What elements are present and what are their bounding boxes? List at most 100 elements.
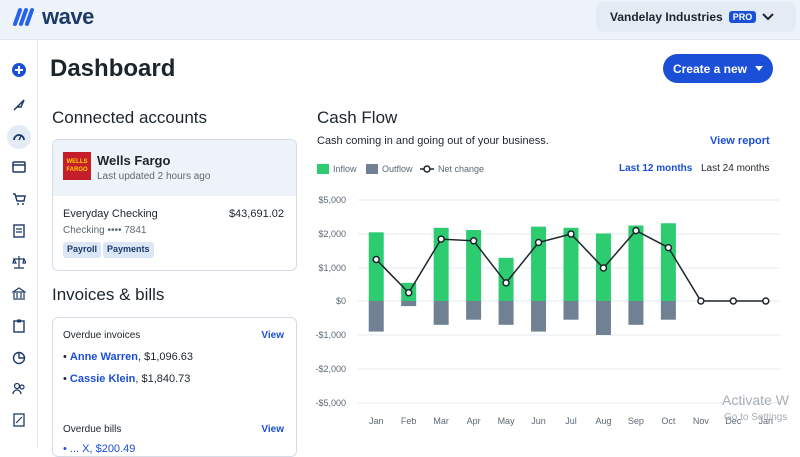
bill-item[interactable]: • ... X, $200.49 xyxy=(63,443,136,455)
pie-chart-icon[interactable] xyxy=(10,349,28,367)
x-tick-label: Feb xyxy=(401,416,417,426)
top-bar: wave Vandelay Industries PRO xyxy=(0,0,800,40)
cash-flow-chart: $5,000 $2,000 $1,000 $0 -$1,000 -$2,000 -$5,00… xyxy=(315,195,780,426)
net-change-point xyxy=(404,289,413,297)
percent-icon[interactable] xyxy=(10,411,28,429)
legend-outflow: Outflow xyxy=(366,164,413,174)
account-card[interactable]: WELLS FARGO Wells Fargo Last updated 2 h… xyxy=(52,139,297,271)
net-change-point xyxy=(567,230,575,238)
x-tick-label: Jan xyxy=(759,416,774,426)
inflow-bar xyxy=(563,227,579,301)
account-balance: $43,691.02 xyxy=(228,208,284,220)
cart-icon[interactable] xyxy=(10,190,28,208)
inflow-bar xyxy=(628,225,644,301)
legend-net: Net change xyxy=(420,164,484,174)
overdue-bills-label: Overdue bills xyxy=(63,424,122,435)
outflow-bar xyxy=(563,301,579,320)
y-tick-label: -$5,000 xyxy=(315,398,346,408)
net-change-point xyxy=(599,264,608,272)
inflow-bar xyxy=(660,223,676,301)
invoices-bills-title: Invoices & bills xyxy=(52,285,165,304)
card-icon[interactable] xyxy=(10,158,28,176)
wells-fargo-logo: WELLS FARGO xyxy=(63,152,91,180)
net-change-point xyxy=(469,237,478,245)
invoices-card: Overdue invoices View • Anne Warren, $1,… xyxy=(52,317,297,457)
cash-flow-subtitle: Cash coming in and going out of your bus… xyxy=(317,135,549,147)
outflow-bar xyxy=(628,301,644,325)
inflow-bar xyxy=(466,230,482,301)
dashboard-icon[interactable] xyxy=(7,125,31,149)
account-number: Checking •••• 7841 xyxy=(63,225,147,236)
overdue-invoices-label: Overdue invoices xyxy=(63,330,141,341)
inflow-bar xyxy=(368,232,384,301)
wave-logo[interactable]: wave xyxy=(12,4,94,30)
business-switcher[interactable]: Vandelay Industries PRO xyxy=(596,2,796,32)
outflow-bar xyxy=(531,301,547,332)
x-tick-label: Jun xyxy=(531,416,546,426)
business-name: Vandelay Industries xyxy=(610,10,723,24)
wave-logo-icon xyxy=(13,8,34,26)
net-change-point xyxy=(534,238,543,247)
net-change-point xyxy=(632,226,640,235)
legend-label: Inflow xyxy=(333,164,357,174)
outflow-bar xyxy=(368,301,384,332)
inflow-bar xyxy=(531,226,547,301)
account-name: Everyday Checking xyxy=(63,208,158,220)
net-change-point xyxy=(762,297,770,305)
y-tick-label: -$2,000 xyxy=(315,364,346,374)
x-tick-label: Jan xyxy=(369,416,384,426)
net-change-point xyxy=(729,297,738,305)
bank-name: Wells Fargo xyxy=(97,153,171,168)
invoice-item[interactable]: • Cassie Klein, $1,840.73 xyxy=(63,373,191,385)
document-icon[interactable] xyxy=(10,222,28,240)
plan-badge: PRO xyxy=(728,11,757,23)
invoice-customer: Anne Warren xyxy=(69,351,138,363)
x-tick-label: Nov xyxy=(693,416,710,426)
x-tick-label: Jul xyxy=(565,416,577,426)
bank-icon[interactable] xyxy=(10,285,28,303)
outflow-bar xyxy=(401,301,417,307)
activation-watermark: Activate W xyxy=(722,392,789,408)
invoice-amount: , $1,096.63 xyxy=(137,351,194,363)
invoice-item[interactable]: • Anne Warren, $1,096.63 xyxy=(63,351,194,363)
range-12-months[interactable]: Last 12 months xyxy=(619,163,693,174)
last-updated: Last updated 2 hours ago xyxy=(97,171,211,182)
rocket-icon[interactable] xyxy=(10,96,28,114)
net-change-point xyxy=(437,235,445,243)
view-invoices-link[interactable]: View xyxy=(261,330,284,341)
plus-circle-icon[interactable] xyxy=(10,61,28,79)
outflow-bar xyxy=(466,301,482,320)
caret-down-icon xyxy=(755,65,764,71)
scale-icon[interactable] xyxy=(10,253,28,271)
create-new-label: Create a new xyxy=(672,61,748,76)
activation-watermark-sub: Go to Settings xyxy=(724,412,788,423)
range-24-months[interactable]: Last 24 months xyxy=(701,163,770,174)
clipboard-icon[interactable] xyxy=(10,317,28,335)
payroll-tag[interactable]: Payroll xyxy=(63,242,102,258)
legend-inflow: Inflow xyxy=(317,164,357,174)
inflow-swatch xyxy=(317,164,329,174)
y-tick-label: $1,000 xyxy=(318,263,346,273)
people-icon[interactable] xyxy=(10,380,28,398)
y-tick-label: $5,000 xyxy=(318,195,346,205)
view-report-link[interactable]: View report xyxy=(710,135,770,147)
x-tick-label: Aug xyxy=(595,416,611,426)
outflow-bar xyxy=(660,301,676,320)
x-tick-label: Dec xyxy=(725,416,742,426)
outflow-bar xyxy=(498,301,514,325)
net-change-point xyxy=(697,297,705,305)
y-tick-label: $0 xyxy=(336,296,346,306)
create-new-button[interactable]: Create a new xyxy=(663,54,773,83)
cash-flow-title: Cash Flow xyxy=(317,108,398,127)
y-tick-label: $2,000 xyxy=(318,229,346,239)
logo-text: wave xyxy=(42,4,94,29)
chevron-down-icon xyxy=(762,13,774,21)
net-change-point xyxy=(372,255,380,264)
net-change-point xyxy=(664,243,673,252)
payments-tag[interactable]: Payments xyxy=(103,242,154,258)
sidebar xyxy=(0,40,38,448)
view-bills-link[interactable]: View xyxy=(261,424,284,435)
invoice-customer: Cassie Klein xyxy=(69,373,136,385)
page-title: Dashboard xyxy=(50,55,176,82)
net-change-point xyxy=(502,279,510,287)
